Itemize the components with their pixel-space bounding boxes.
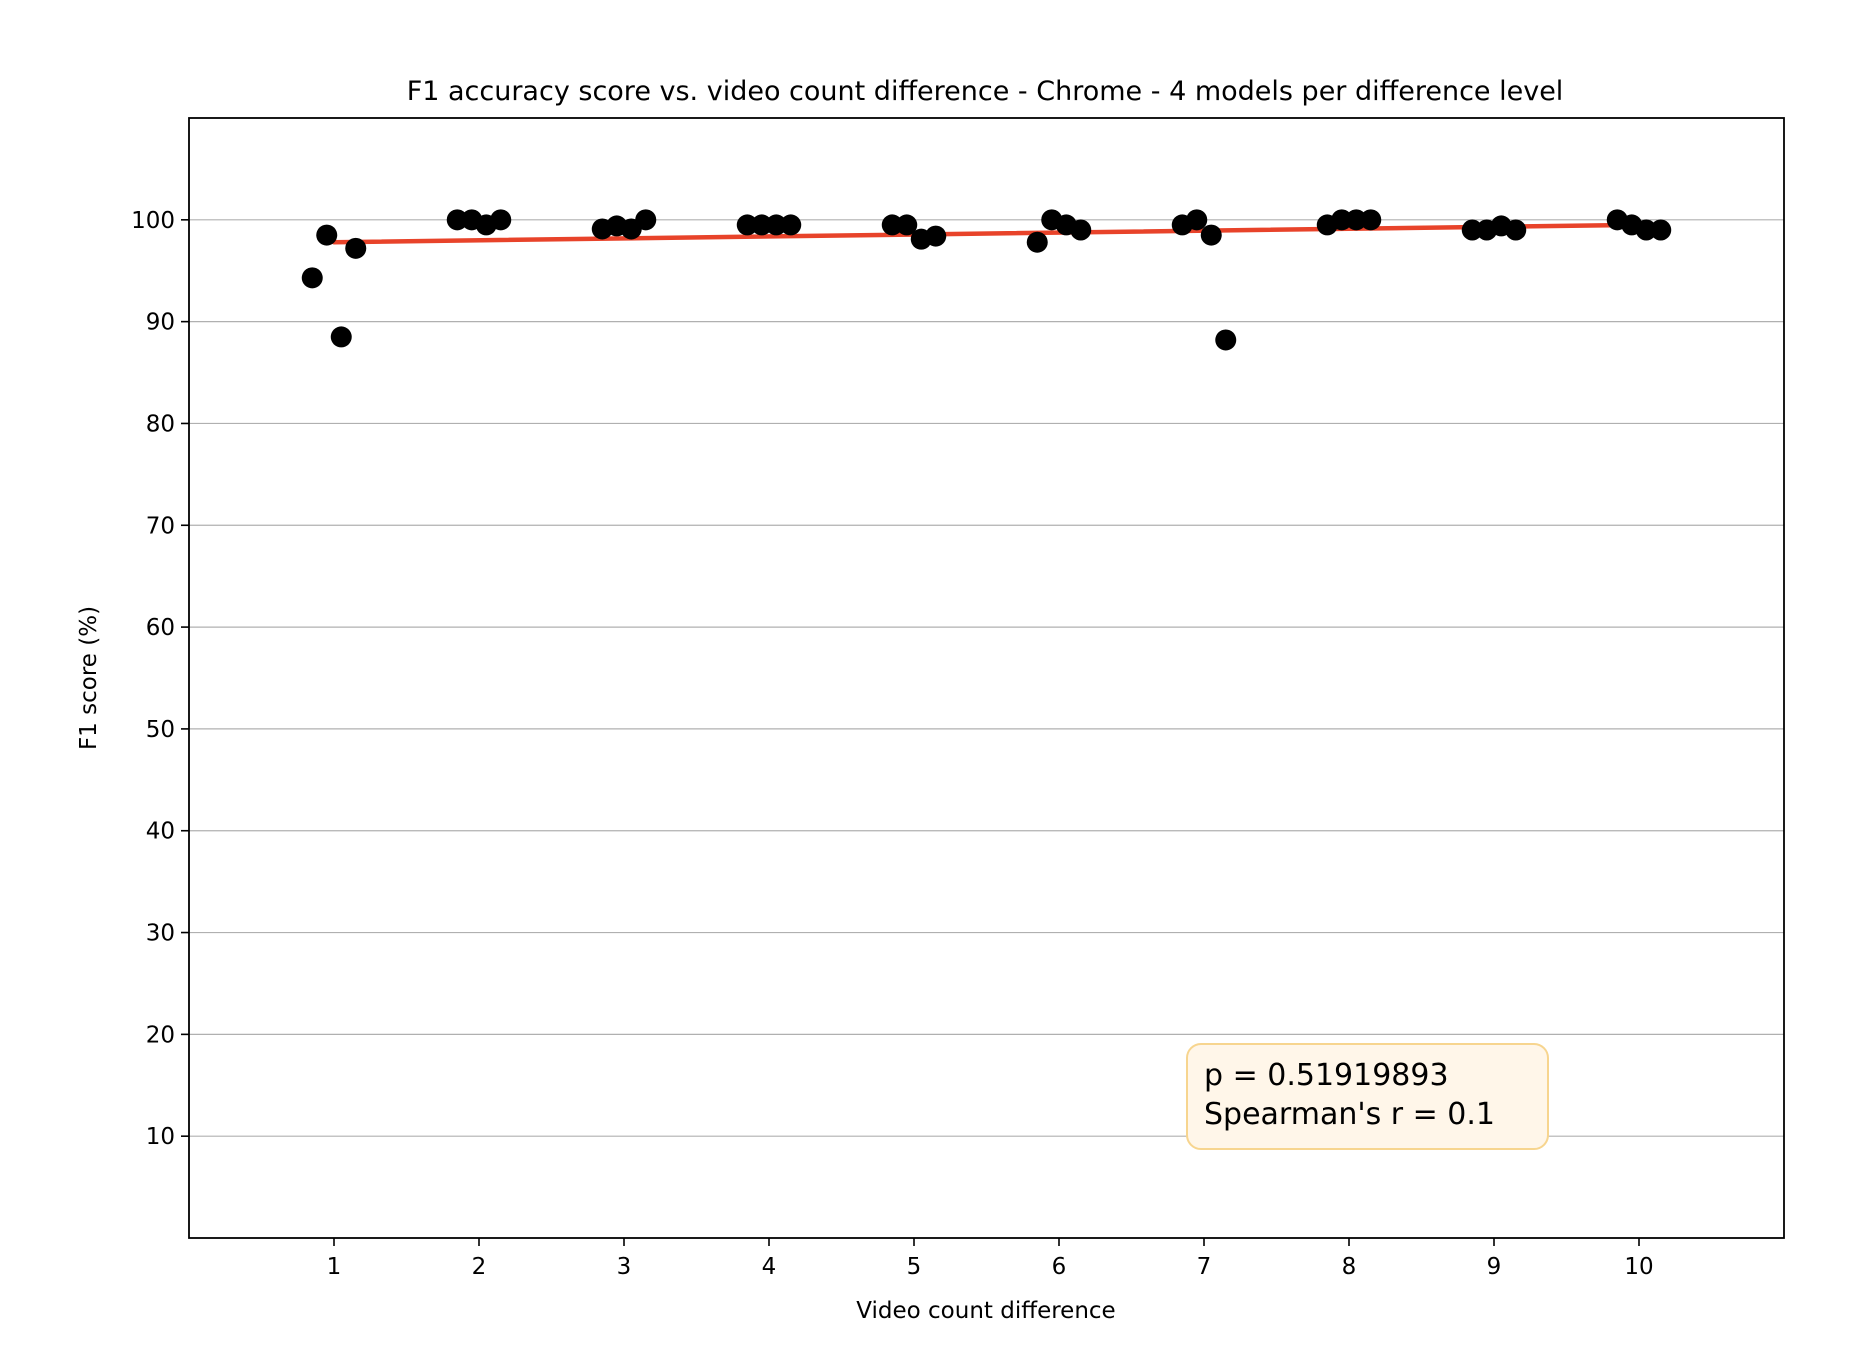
data-point xyxy=(736,214,758,236)
data-point xyxy=(751,214,773,236)
data-point xyxy=(330,326,352,348)
x-axis-label: Video count difference xyxy=(856,1298,1115,1324)
y-tick-label: 80 xyxy=(146,411,175,437)
data-point xyxy=(780,214,802,236)
y-gridlines xyxy=(189,219,1784,1137)
stats-annotation: p = 0.51919893 Spearman's r = 0.1 xyxy=(1186,1043,1549,1150)
data-point xyxy=(301,267,323,289)
data-point xyxy=(635,209,657,231)
data-point xyxy=(490,209,512,231)
stats-annotation-box xyxy=(1186,1043,1549,1150)
x-tick-label: 7 xyxy=(1197,1254,1212,1280)
data-point xyxy=(1650,219,1672,241)
data-point xyxy=(446,209,468,231)
x-tick-label: 4 xyxy=(762,1254,777,1280)
x-tick-label: 5 xyxy=(907,1254,922,1280)
data-points xyxy=(301,209,1672,351)
data-point xyxy=(925,225,947,247)
data-point xyxy=(1461,219,1483,241)
y-tick-label: 40 xyxy=(146,819,175,845)
y-tick-label: 90 xyxy=(146,310,175,336)
y-tick-label: 70 xyxy=(146,513,175,539)
y-tick-label: 100 xyxy=(131,208,175,234)
data-point xyxy=(1200,224,1222,246)
data-point xyxy=(1331,209,1353,231)
trend-line xyxy=(331,222,1642,245)
x-tick-label: 9 xyxy=(1487,1254,1502,1280)
spearman-r-text: Spearman's r = 0.1 xyxy=(1204,1097,1495,1132)
data-point xyxy=(345,237,367,259)
y-tick-label: 50 xyxy=(146,717,175,743)
p-value-text: p = 0.51919893 xyxy=(1204,1058,1449,1093)
data-point xyxy=(1186,209,1208,231)
y-tick-label: 60 xyxy=(146,615,175,641)
data-point xyxy=(1360,209,1382,231)
trend-line-layer xyxy=(331,222,1642,245)
x-tick-label: 8 xyxy=(1342,1254,1357,1280)
y-axis-label: F1 score (%) xyxy=(76,606,102,750)
data-point xyxy=(1026,231,1048,253)
plot-frame xyxy=(188,117,1785,1239)
data-point xyxy=(1345,209,1367,231)
x-tick-label: 2 xyxy=(472,1254,487,1280)
data-point xyxy=(1215,329,1237,351)
y-tick-label: 20 xyxy=(146,1022,175,1048)
data-point xyxy=(896,214,918,236)
data-point xyxy=(1070,219,1092,241)
x-tick-label: 3 xyxy=(617,1254,632,1280)
chart-title: F1 accuracy score vs. video count differ… xyxy=(407,76,1564,107)
x-tick-label: 6 xyxy=(1052,1254,1067,1280)
data-point xyxy=(1505,219,1527,241)
data-point xyxy=(765,214,787,236)
data-point xyxy=(881,214,903,236)
y-axis-ticks: 10 20 30 40 50 60 70 80 90 100 xyxy=(131,208,189,1150)
x-tick-label: 10 xyxy=(1624,1254,1653,1280)
data-point xyxy=(316,224,338,246)
data-point xyxy=(1635,219,1657,241)
x-axis-ticks: 1 2 3 4 5 6 7 8 9 10 xyxy=(327,1238,1654,1280)
y-tick-label: 30 xyxy=(146,921,175,947)
x-tick-label: 1 xyxy=(327,1254,342,1280)
y-tick-label: 10 xyxy=(146,1124,175,1150)
